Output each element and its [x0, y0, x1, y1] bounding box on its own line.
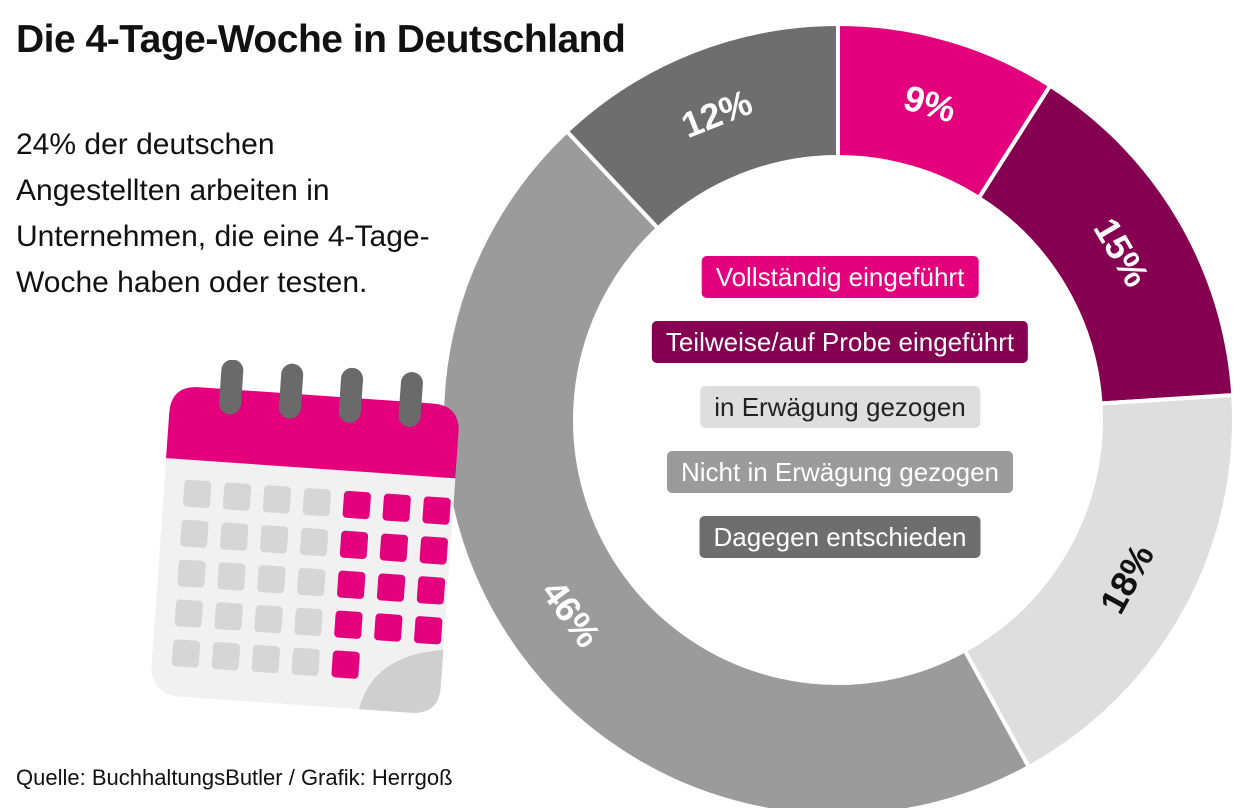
calendar-day-cell [339, 530, 369, 560]
calendar-day-cell [257, 565, 286, 594]
calendar-day-cell [211, 642, 241, 671]
legend-item: Nicht in Erwägung gezogen [667, 451, 1013, 493]
calendar-day-cell [337, 570, 366, 599]
calendar-day-cell [416, 576, 446, 605]
legend-item: Teilweise/auf Probe eingeführt [651, 321, 1029, 363]
calendar-day-cell [180, 519, 209, 548]
calendar-day-cell [251, 644, 280, 674]
calendar-day-cell [174, 599, 203, 628]
legend-item: Dagegen entschieden [699, 516, 981, 558]
calendar-day-cell [414, 616, 443, 645]
calendar-day-cell [222, 482, 252, 511]
donut-slice [440, 128, 1032, 808]
legend-item: in Erwägung gezogen [700, 386, 980, 428]
calendar-ring [219, 360, 244, 415]
calendar-day-cell [302, 488, 332, 517]
calendar-day-cell [331, 650, 360, 679]
chart-subtitle: 24% der deutschen Angestellten arbeiten … [16, 128, 430, 299]
calendar-day-cell [334, 610, 363, 639]
calendar-day-cell [294, 607, 323, 637]
calendar-day-cell [220, 522, 249, 551]
calendar-day-cell [419, 536, 448, 565]
source-note: Quelle: BuchhaltungsButler / Grafik: Her… [16, 765, 453, 790]
calendar-day-cell [291, 647, 320, 676]
calendar-day-cell [254, 604, 283, 634]
calendar-day-cell [342, 490, 371, 520]
calendar-icon [151, 360, 459, 713]
calendar-day-cell [262, 485, 292, 514]
donut-slice [961, 393, 1236, 770]
calendar-day-cell [177, 559, 206, 588]
calendar-header [166, 387, 459, 479]
calendar-page-curl [359, 649, 444, 713]
calendar-day-cell [214, 602, 243, 631]
calendar-day-cell [297, 567, 326, 597]
calendar-day-cell [374, 613, 403, 642]
calendar-day-cell [382, 493, 411, 522]
calendar-day-cell [260, 525, 289, 554]
legend-item: Vollständig eingeführt [701, 256, 979, 298]
calendar-day-cell [183, 479, 212, 508]
calendar-day-cell [376, 573, 406, 602]
calendar-day-cell [171, 639, 201, 668]
calendar-ring [278, 363, 304, 419]
calendar-day-cell [299, 527, 329, 557]
calendar-day-cell [422, 496, 451, 525]
calendar-ring [398, 372, 423, 427]
chart-title: Die 4-Tage-Woche in Deutschland [16, 18, 626, 61]
calendar-ring [338, 367, 364, 423]
calendar-day-cell [379, 533, 409, 562]
donut-slice [564, 21, 840, 232]
calendar-day-cell [217, 562, 246, 591]
